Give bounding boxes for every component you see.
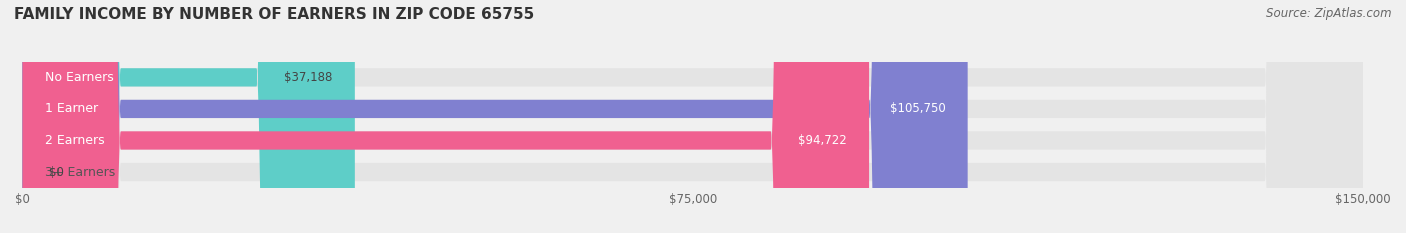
FancyBboxPatch shape	[22, 0, 1364, 233]
Text: $94,722: $94,722	[799, 134, 846, 147]
FancyBboxPatch shape	[22, 0, 354, 233]
FancyBboxPatch shape	[22, 0, 1364, 233]
Text: $0: $0	[49, 165, 65, 178]
FancyBboxPatch shape	[22, 0, 869, 233]
FancyBboxPatch shape	[22, 0, 1364, 233]
Text: 3+ Earners: 3+ Earners	[45, 165, 115, 178]
Text: $105,750: $105,750	[890, 103, 945, 115]
Text: $37,188: $37,188	[284, 71, 332, 84]
Text: No Earners: No Earners	[45, 71, 114, 84]
Text: 2 Earners: 2 Earners	[45, 134, 104, 147]
Text: Source: ZipAtlas.com: Source: ZipAtlas.com	[1267, 7, 1392, 20]
FancyBboxPatch shape	[22, 0, 1364, 233]
Text: FAMILY INCOME BY NUMBER OF EARNERS IN ZIP CODE 65755: FAMILY INCOME BY NUMBER OF EARNERS IN ZI…	[14, 7, 534, 22]
Text: 1 Earner: 1 Earner	[45, 103, 98, 115]
FancyBboxPatch shape	[22, 0, 967, 233]
